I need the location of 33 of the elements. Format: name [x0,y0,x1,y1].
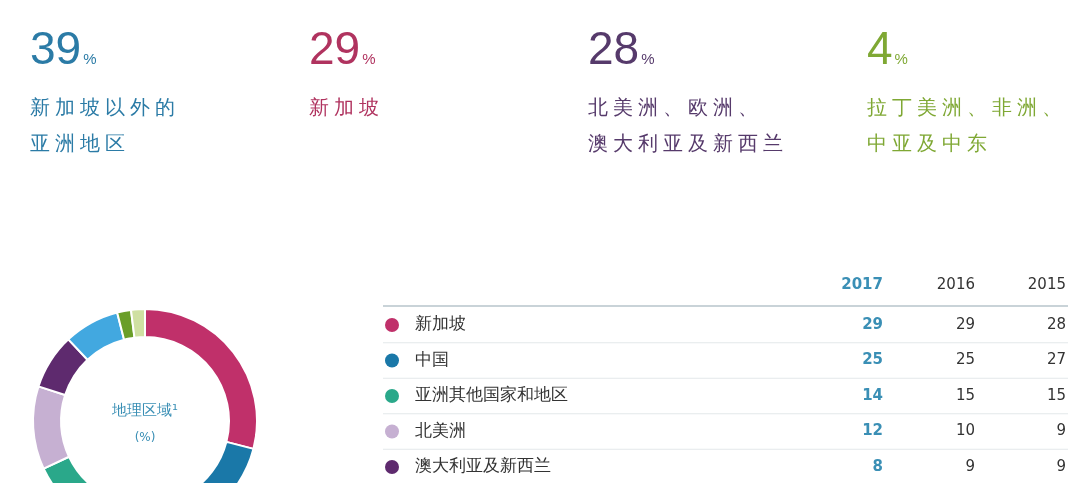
legend-label: 北美洲 [415,419,466,440]
data-label: 28 [1046,314,1066,333]
data-label: 39% [30,22,98,76]
data-label: 12 [862,421,883,440]
data-label: 15 [1046,385,1066,404]
legend-label: 中国 [415,348,449,369]
category-label: 北美洲、欧洲、澳大利亚及新西兰 [588,94,788,157]
data-label: 9 [964,456,975,475]
data-label: 14 [862,385,883,404]
data-label: 4% [867,22,909,76]
data-label: 10 [955,421,975,440]
data-label: 9 [1056,421,1066,440]
legend-label: 澳大利亚及新西兰 [415,455,551,476]
data-label: 8 [872,456,883,475]
data-label: 29 [955,314,975,333]
data-label: 25 [955,350,975,369]
category-label: 拉丁美洲、非洲、中亚及中东 [867,94,1067,157]
data-label: 29 [862,314,883,333]
category-label: 新加坡 [309,94,385,121]
data-label: 28% [588,22,656,76]
data-label: 9 [1056,456,1066,475]
legend-label: 新加坡 [415,313,466,334]
text: 2016 [936,274,975,293]
data-label: 25 [862,350,883,369]
slice-label: 2017 [841,274,883,293]
data-label: 15 [955,385,975,404]
data-label: 29% [309,22,377,76]
text: 2015 [1027,274,1066,293]
text: (%) [134,430,156,445]
text: 地理区域¹ [110,400,179,419]
legend-label: 亚洲其他国家和地区 [415,384,568,405]
data-label: 27 [1046,350,1066,369]
category-label: 新加坡以外的亚洲地区 [30,94,181,157]
